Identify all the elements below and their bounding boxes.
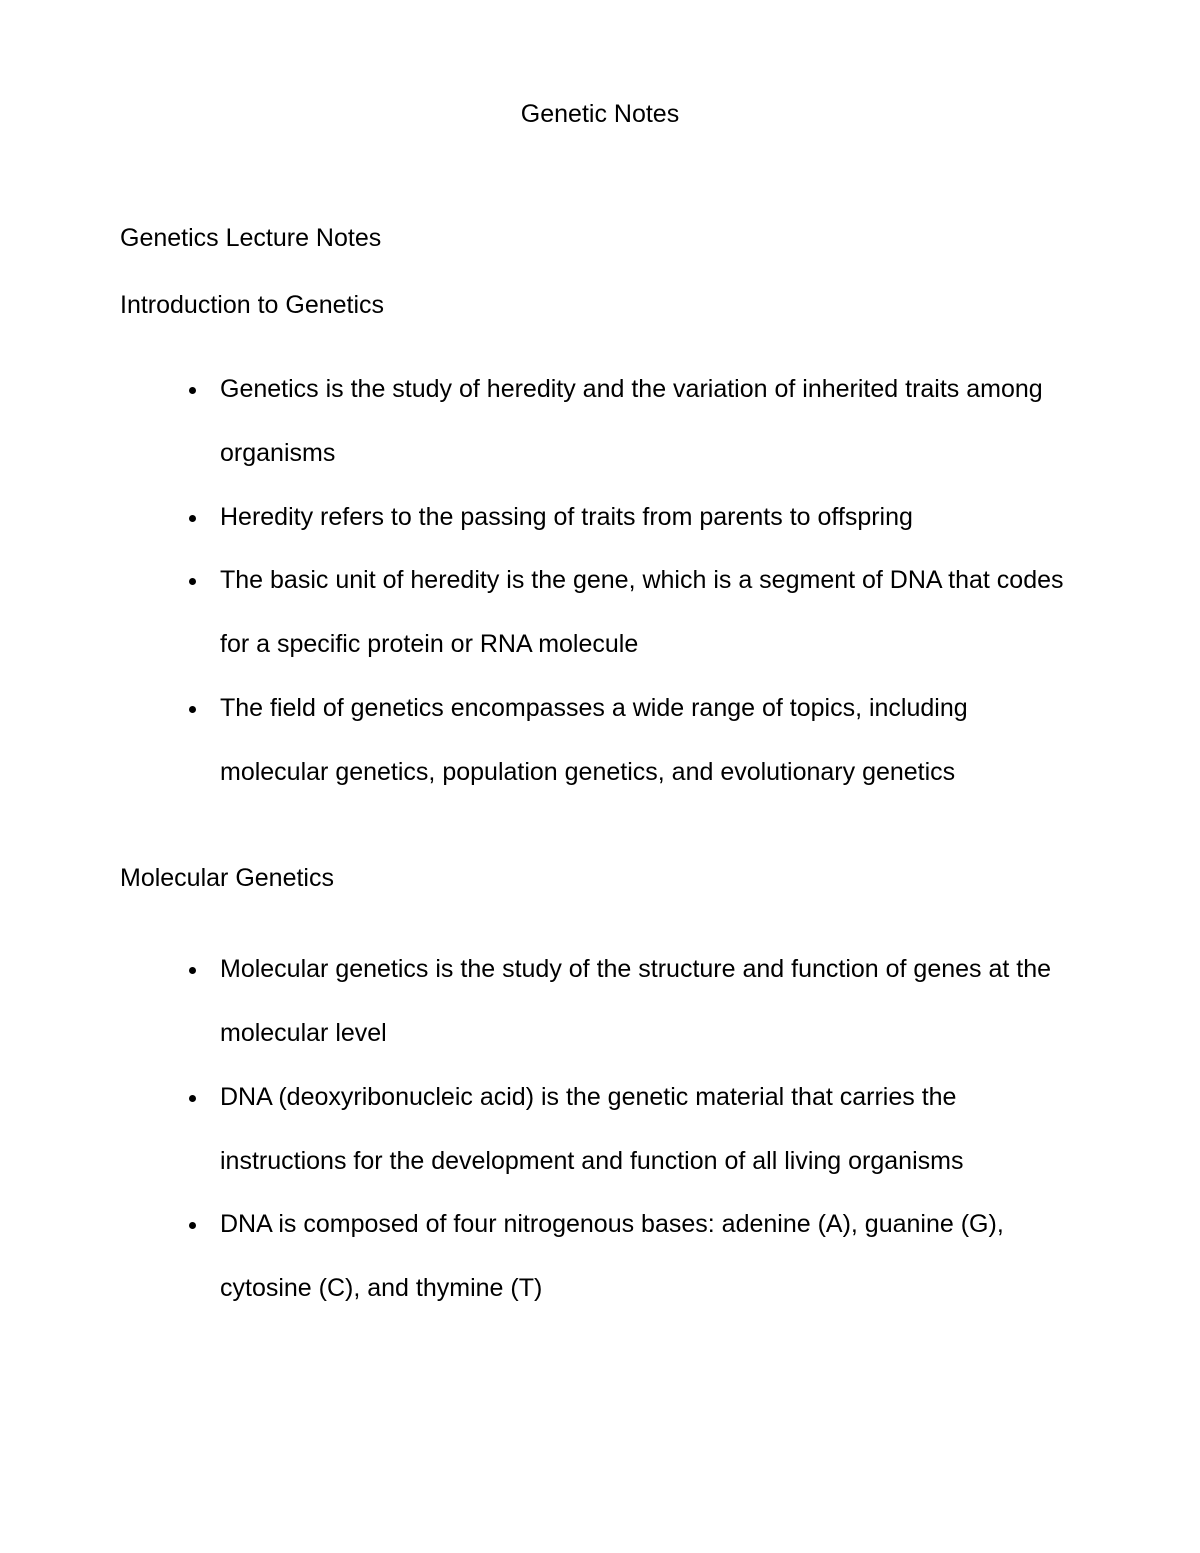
list-item: The basic unit of heredity is the gene, … [210,549,1080,677]
section-title-1: Molecular Genetics [120,864,1080,893]
list-item: Genetics is the study of heredity and th… [210,358,1080,486]
document-page: Genetic Notes Genetics Lecture Notes Int… [0,0,1200,1553]
list-item: Molecular genetics is the study of the s… [210,938,1080,1066]
list-item: The field of genetics encompasses a wide… [210,677,1080,805]
bullet-list-1: Molecular genetics is the study of the s… [120,938,1080,1321]
bullet-list-0: Genetics is the study of heredity and th… [120,358,1080,804]
document-heading: Genetics Lecture Notes [120,224,1080,253]
list-item: DNA (deoxyribonucleic acid) is the genet… [210,1066,1080,1194]
list-item: Heredity refers to the passing of traits… [210,486,1080,550]
list-item: DNA is composed of four nitrogenous base… [210,1193,1080,1321]
section-title-0: Introduction to Genetics [120,291,1080,320]
document-title: Genetic Notes [120,100,1080,129]
